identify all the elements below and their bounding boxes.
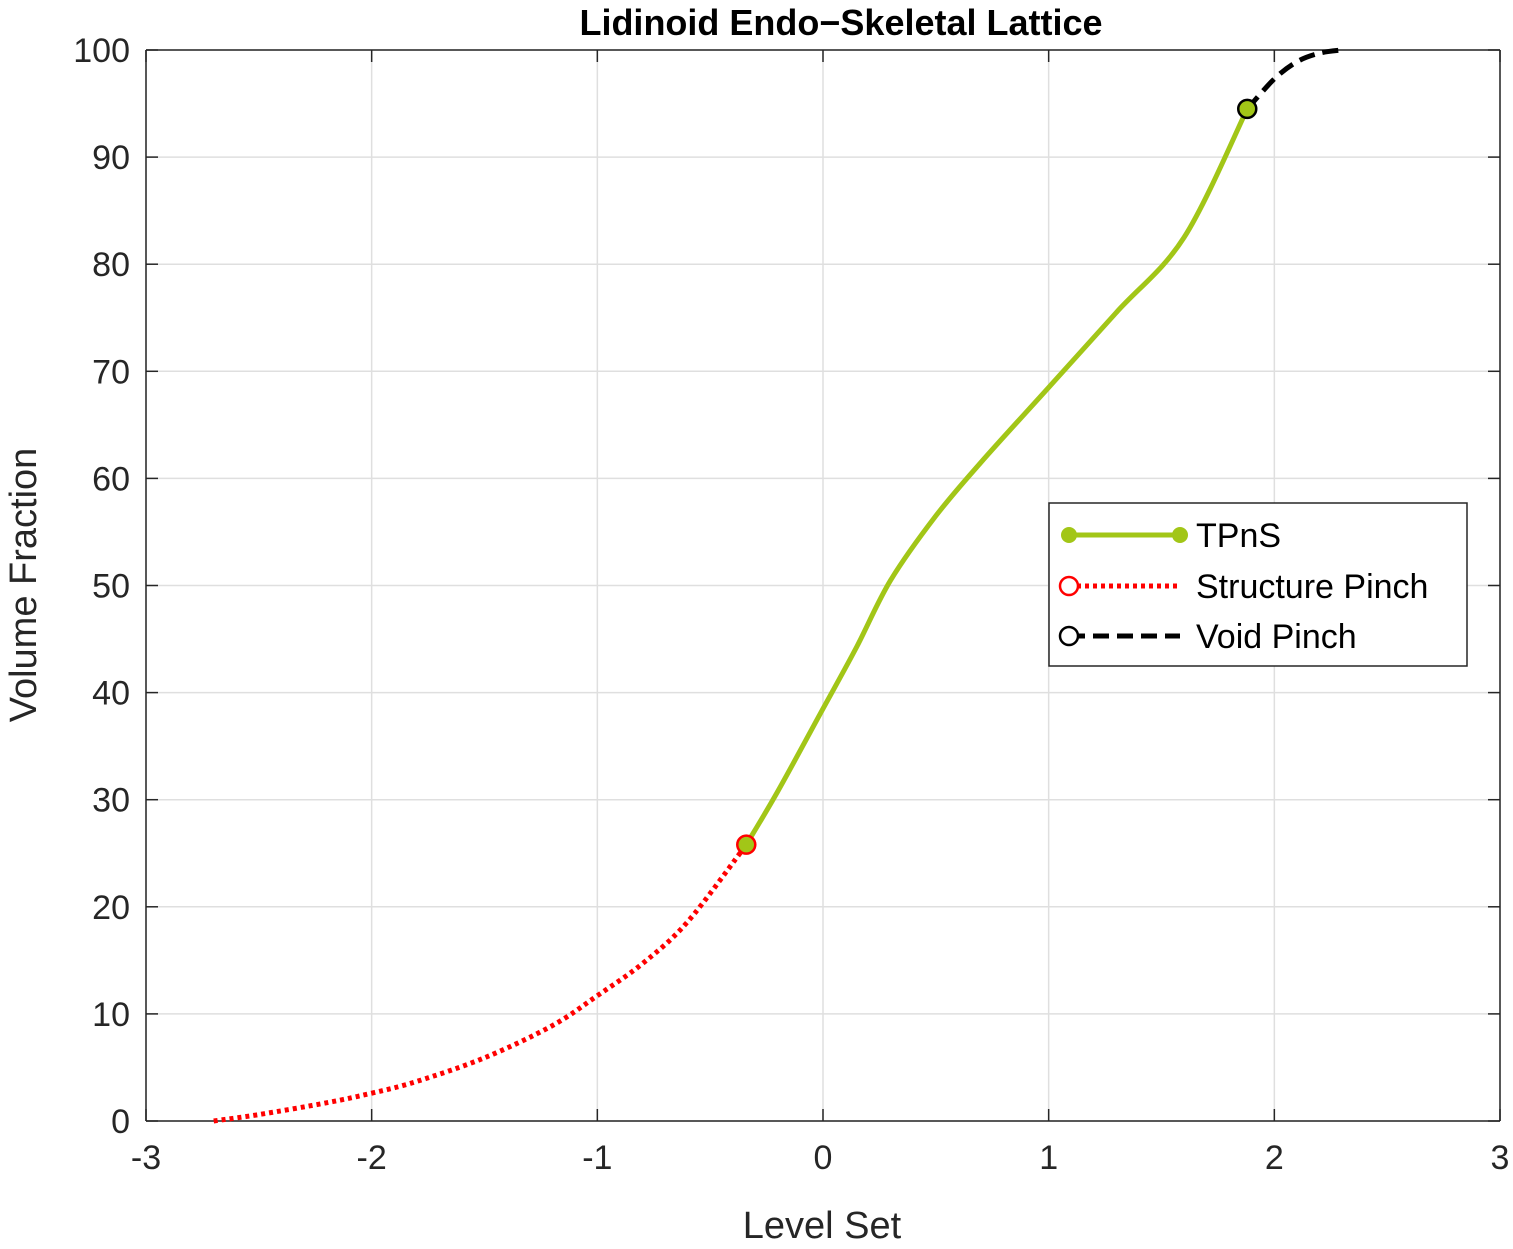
series-line-structure-pinch <box>213 843 749 1124</box>
y-tick-label: 90 <box>92 139 130 177</box>
x-tick-label: 3 <box>1491 1139 1510 1177</box>
y-tick-label: 60 <box>92 460 130 498</box>
legend-marker-tpns <box>1061 527 1077 543</box>
y-tick-label: 50 <box>92 568 130 606</box>
marker-void-pinch-point <box>1237 98 1258 120</box>
legend-entry-structure-pinch: Structure Pinch <box>1058 568 1428 606</box>
y-tick-label: 100 <box>73 32 130 70</box>
legend-label-structure-pinch: Structure Pinch <box>1196 568 1428 606</box>
y-tick-label: 40 <box>92 675 130 713</box>
marker-structure-pinch-point <box>736 834 757 855</box>
y-tick-label: 10 <box>92 996 130 1034</box>
x-tick-label: 2 <box>1265 1139 1284 1177</box>
x-axis-label: Level Set <box>743 1205 902 1244</box>
legend-marker-tpns-end <box>1172 527 1188 543</box>
legend-entry-void-pinch: Void Pinch <box>1058 618 1357 656</box>
x-tick-label: 1 <box>1039 1139 1058 1177</box>
x-tick-label: 0 <box>814 1139 833 1177</box>
legend-marker-void-pinch <box>1058 625 1080 647</box>
y-tick-label: 70 <box>92 353 130 391</box>
y-tick-label: 0 <box>111 1103 130 1141</box>
axes <box>145 49 1501 1122</box>
series-line-tpns <box>743 106 1250 848</box>
y-tick-label: 30 <box>92 782 130 820</box>
y-tick-label: 20 <box>92 889 130 927</box>
y-axis-label: Volume Fraction <box>3 448 45 723</box>
x-tick-label: -3 <box>131 1139 161 1177</box>
legend-entry-tpns: TPnS <box>1061 517 1281 555</box>
legend-label-void-pinch: Void Pinch <box>1196 618 1357 656</box>
legend: TPnS Structure Pinch Void Pinch <box>1048 502 1468 667</box>
series-line-void-pinch <box>1245 47 1343 111</box>
x-tick-label: -1 <box>582 1139 612 1177</box>
series-lines <box>213 47 1343 1124</box>
chart-title: Lidinoid Endo−Skeletal Lattice <box>579 2 1102 43</box>
y-tick-label: 80 <box>92 246 130 284</box>
legend-label-tpns: TPnS <box>1196 517 1281 555</box>
legend-marker-structure-pinch <box>1058 575 1080 597</box>
x-tick-label: -2 <box>357 1139 387 1177</box>
